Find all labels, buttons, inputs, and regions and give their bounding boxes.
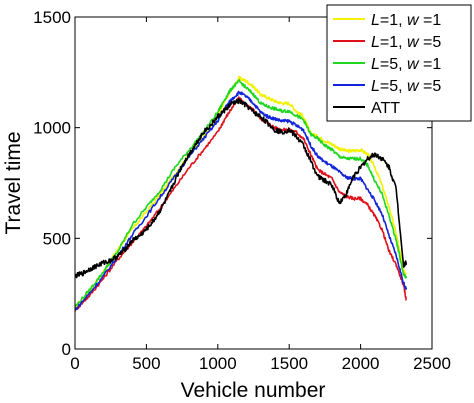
x-tick-label: 500 xyxy=(132,354,160,373)
series-line xyxy=(75,79,408,308)
y-tick-label: 1500 xyxy=(33,8,71,27)
series-line xyxy=(75,98,408,279)
legend: L=1, w =1 L=1, w =5 L=5, w =1 L=5, w =5 ATT xyxy=(326,4,472,122)
y-tick-label: 500 xyxy=(43,229,71,248)
legend-label: L=5, w =1 xyxy=(371,56,441,73)
x-tick-label: 2500 xyxy=(413,354,451,373)
y-tick-label: 1000 xyxy=(33,119,71,138)
plot-area xyxy=(74,16,433,350)
x-axis: 0 500 1000 1500 2000 2500 xyxy=(70,17,451,373)
x-tick-label: 2000 xyxy=(342,354,380,373)
series-line xyxy=(75,90,408,311)
legend-label: L=1, w =5 xyxy=(371,34,441,51)
x-axis-title: Vehicle number xyxy=(181,379,326,402)
legend-label: L=5, w =5 xyxy=(371,78,441,95)
y-axis-title: Travel time xyxy=(2,131,25,234)
series-line xyxy=(75,75,407,307)
y-axis: 0 500 1000 1500 xyxy=(33,8,432,359)
x-tick-label: 1500 xyxy=(270,354,308,373)
legend-label: ATT xyxy=(371,100,400,117)
x-tick-label: 1000 xyxy=(199,354,237,373)
series-layer xyxy=(75,75,408,312)
x-tick-label: 0 xyxy=(70,354,79,373)
legend-label: L=1, w =1 xyxy=(371,12,441,29)
plot-frame xyxy=(74,16,433,350)
y-tick-label: 0 xyxy=(62,340,71,359)
